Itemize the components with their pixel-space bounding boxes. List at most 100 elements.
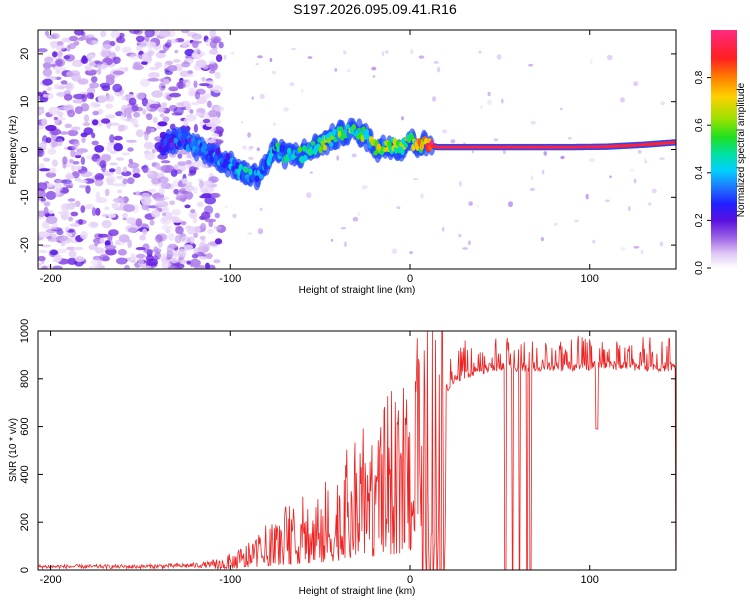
noise-blob (207, 264, 216, 269)
noise-blob (256, 147, 260, 151)
noise-blob (105, 94, 115, 103)
noise-blob (149, 219, 155, 226)
noise-blob (589, 158, 595, 162)
noise-blob (151, 148, 156, 154)
noise-blob (41, 118, 48, 126)
noise-blob (127, 239, 132, 249)
noise-blob (230, 51, 235, 55)
noise-blob (242, 145, 247, 150)
noise-blob (56, 41, 64, 46)
noise-blob (135, 247, 146, 251)
noise-blob (99, 254, 109, 262)
noise-blob (88, 62, 97, 67)
ridge-core (332, 128, 337, 135)
noise-blob (66, 257, 78, 265)
noise-blob (541, 169, 545, 175)
noise-blob (46, 92, 54, 100)
noise-blob (334, 68, 338, 72)
noise-blob (177, 248, 187, 258)
noise-blob (179, 79, 189, 83)
noise-blob (99, 160, 107, 168)
noise-blob (166, 250, 174, 258)
noise-blob (90, 76, 98, 83)
ridge-core (280, 144, 285, 152)
noise-blob (90, 259, 101, 266)
colorbar-ticks: 0.0 0.2 0.4 0.6 0.8 (694, 70, 711, 275)
noise-blob (177, 161, 188, 166)
noise-blob (91, 207, 97, 217)
noise-blob (108, 229, 119, 237)
ridge-core (248, 168, 253, 176)
noise-blob (101, 213, 109, 218)
noise-blob (160, 182, 172, 189)
noise-blob (151, 162, 160, 168)
noise-blob (101, 118, 111, 124)
noise-blob (132, 167, 140, 175)
noise-blob (205, 139, 217, 143)
noise-blob (42, 68, 53, 77)
noise-blob (38, 182, 48, 191)
noise-blob (67, 129, 79, 137)
noise-blob (161, 212, 167, 217)
noise-blob (180, 259, 187, 264)
noise-blob (192, 217, 198, 224)
noise-blob (208, 49, 219, 55)
noise-blob (45, 183, 54, 188)
noise-blob (127, 162, 140, 169)
noise-blob (155, 234, 163, 243)
noise-blob (51, 159, 58, 167)
noise-blob (68, 249, 77, 259)
colorbar-tick-label: 0.0 (694, 261, 705, 275)
noise-blob (169, 92, 181, 98)
noise-blob (132, 64, 144, 71)
ridge-core (373, 150, 378, 156)
noise-blob (560, 155, 565, 160)
noise-blob (113, 135, 123, 141)
noise-blob (185, 186, 196, 192)
noise-blob (450, 139, 456, 144)
noise-blob (590, 58, 593, 65)
noise-blob (290, 47, 297, 51)
noise-blob (606, 54, 613, 61)
noise-blob (150, 128, 155, 132)
noise-blob (148, 72, 160, 79)
noise-blob (183, 118, 189, 127)
noise-blob (80, 171, 93, 178)
noise-blob (73, 246, 84, 251)
noise-blob (128, 158, 133, 164)
noise-blob (433, 60, 440, 64)
noise-blob (309, 171, 313, 174)
noise-blob (176, 102, 185, 107)
spectrogram-x-ticks: -200 -100 0 100 (40, 30, 599, 285)
noise-blob (502, 149, 506, 155)
noise-blob (194, 91, 200, 100)
noise-blob (40, 244, 52, 248)
noise-blob (40, 141, 47, 149)
noise-blob (201, 93, 212, 99)
noise-blob (109, 134, 115, 143)
noise-blob (66, 246, 75, 250)
noise-blob (372, 75, 376, 78)
noise-blob (156, 200, 163, 205)
noise-blob (43, 206, 49, 215)
noise-blob (74, 165, 82, 170)
noise-blob (643, 157, 647, 163)
noise-blob (71, 165, 76, 172)
noise-blob (307, 56, 313, 59)
noise-blob (38, 106, 45, 115)
noise-blob (101, 154, 111, 162)
y-tick-label: 400 (19, 465, 31, 483)
noise-blob (112, 70, 125, 76)
noise-blob (343, 50, 347, 55)
noise-blob (191, 33, 203, 40)
noise-blob (185, 114, 197, 122)
noise-blob (158, 82, 166, 92)
noise-blob (70, 211, 79, 217)
noise-blob (164, 70, 173, 75)
ridge-core (238, 163, 243, 171)
noise-blob (193, 123, 198, 133)
noise-blob (195, 59, 207, 68)
x-tick-label: 100 (581, 574, 599, 586)
snr-y-label: SNR (10 * v/v) (8, 418, 19, 482)
noise-blob (52, 265, 63, 269)
